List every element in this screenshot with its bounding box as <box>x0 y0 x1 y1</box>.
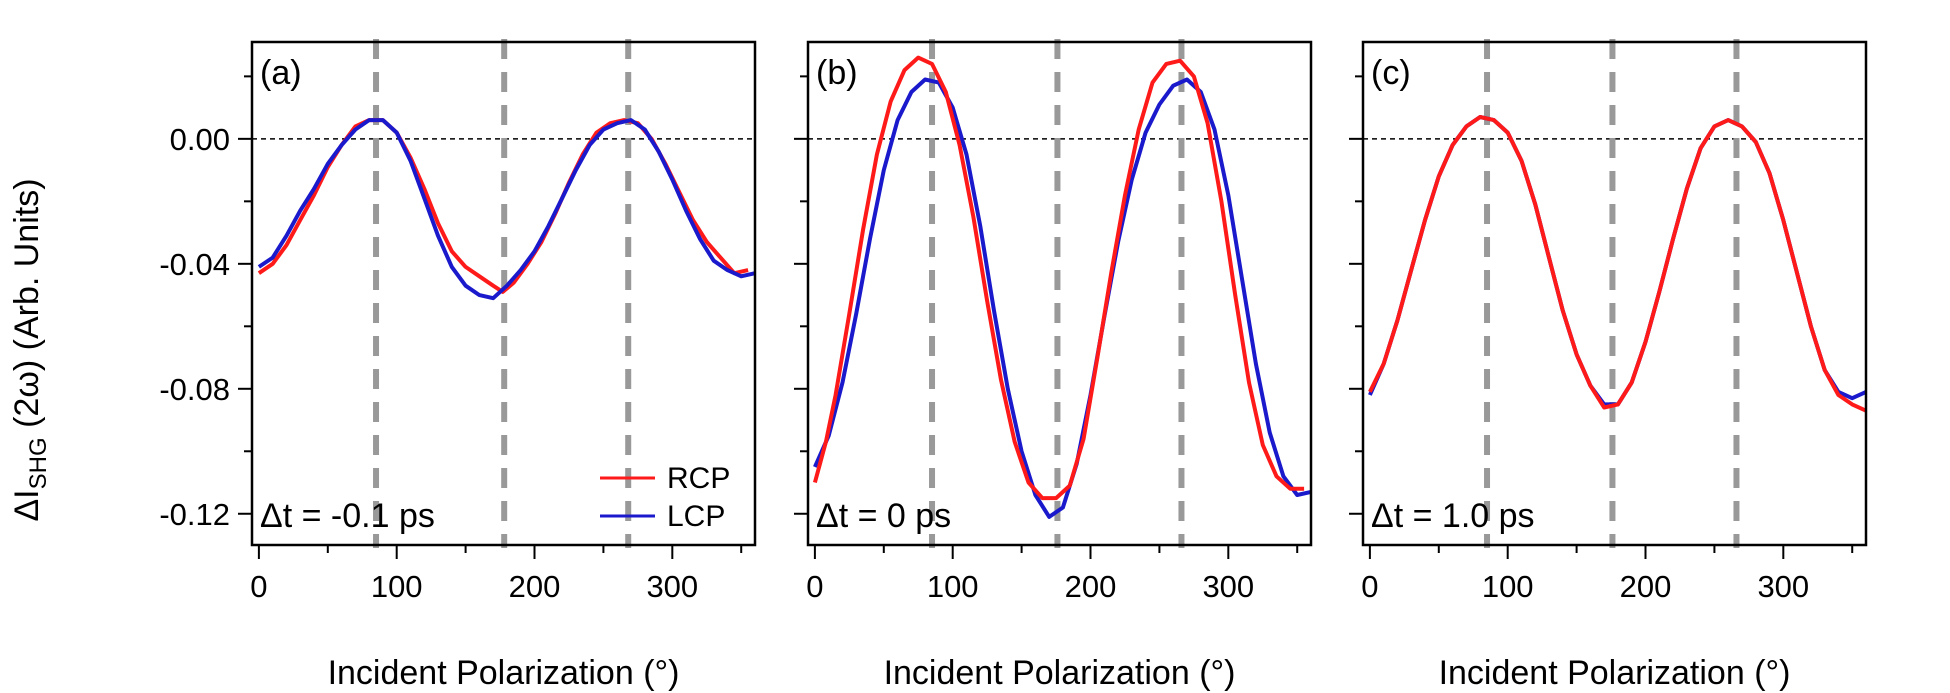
series-line-lcp <box>813 77 1312 519</box>
y-axis-label-main: ΔI <box>8 489 46 521</box>
delay-label: Δt = 0 ps <box>816 497 951 535</box>
panel-a: -0.12 -0.08 -0.04 0.00 0 100 200 300 Incident Po… <box>159 39 757 692</box>
y-axis-label: ΔISHG (2ω) (Arb. Units) <box>8 178 52 521</box>
panel-b: 0 100 200 300 Incident Polarization (°) (b) Δt… <box>794 39 1313 692</box>
legend-label-rcp: RCP <box>667 462 730 495</box>
svg-text:ΔISHG (2ω) (Arb. Units): ΔISHG (2ω) (Arb. Units) <box>8 178 52 521</box>
series-line-rcp <box>1368 115 1867 413</box>
delay-label: Δt = 1.0 ps <box>1371 497 1535 535</box>
x-tick-label: 0 <box>806 569 823 604</box>
panel-c: 0 100 200 300 Incident Polarization (°) (c) Δt… <box>1349 39 1868 692</box>
x-tick-label: 200 <box>1065 569 1117 604</box>
x-tick-label: 200 <box>1620 569 1672 604</box>
x-tick-label: 300 <box>1202 569 1254 604</box>
series-line-rcp <box>812 55 1305 501</box>
panel-label: (c) <box>1371 54 1411 92</box>
plot-frame <box>1361 40 1868 547</box>
x-axis-label: Incident Polarization (°) <box>328 654 680 692</box>
x-axis-label: Incident Polarization (°) <box>1439 654 1791 692</box>
legend: RCP LCP <box>600 462 730 533</box>
y-tick-label: -0.12 <box>159 497 230 532</box>
delay-label: Δt = -0.1 ps <box>260 497 435 535</box>
x-tick-label: 0 <box>250 569 267 604</box>
plot-frame <box>250 40 757 547</box>
y-tick-label: -0.04 <box>159 247 230 282</box>
legend-label-lcp: LCP <box>667 500 725 533</box>
x-tick-label: 300 <box>1757 569 1809 604</box>
y-tick-label: 0.00 <box>170 122 230 157</box>
series-line-lcp <box>257 118 756 301</box>
x-tick-label: 300 <box>646 569 698 604</box>
x-tick-label: 200 <box>509 569 561 604</box>
x-tick-label: 100 <box>927 569 979 604</box>
x-axis-label: Incident Polarization (°) <box>884 654 1236 692</box>
x-tick-label: 100 <box>371 569 423 604</box>
x-tick-label: 0 <box>1361 569 1378 604</box>
y-axis-label-subscript: SHG <box>25 437 52 489</box>
plot-frame <box>806 40 1313 547</box>
y-tick-label: -0.08 <box>159 372 230 407</box>
x-tick-label: 100 <box>1482 569 1534 604</box>
y-axis-label-rest: (2ω) (Arb. Units) <box>8 178 46 437</box>
panel-label: (b) <box>816 54 858 92</box>
panel-label: (a) <box>260 54 302 92</box>
